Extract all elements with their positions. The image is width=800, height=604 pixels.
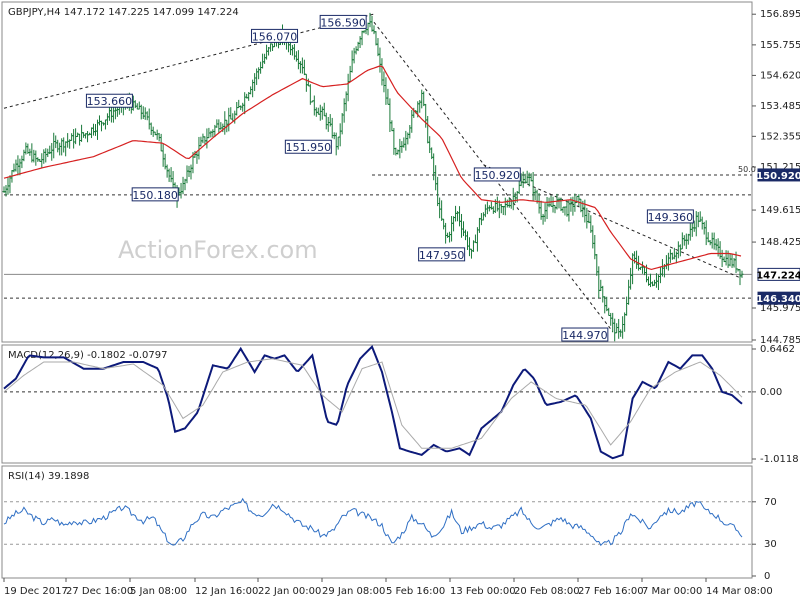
- annotation-box: [85, 93, 133, 108]
- macd-line: [3, 345, 743, 460]
- time-tick-label: 20 Feb 08:00: [514, 586, 580, 597]
- annotation-label: 153.660: [87, 95, 133, 108]
- price-tick-label: 151.215: [760, 162, 800, 173]
- time-tick-label: 14 Mar 08:00: [706, 586, 773, 597]
- price-annotation: 150.920: [473, 167, 521, 182]
- time-tick-label: 5 Jan 08:00: [130, 586, 187, 597]
- price-tick-label: 148.425: [760, 237, 800, 248]
- time-tick-label: 22 Jan 00:00: [258, 586, 321, 597]
- price-level-label: 150.920: [756, 168, 800, 182]
- rsi-lines: [3, 497, 752, 547]
- annotation-box: [131, 187, 179, 202]
- level-text: 146.340: [756, 294, 800, 305]
- price-tick-label: 156.895: [760, 9, 800, 20]
- price-panel-frame: [1, 1, 753, 343]
- price-level-label: 147.224: [756, 267, 800, 281]
- time-tick-label: 7 Mar 00:00: [642, 586, 702, 597]
- level-box: [757, 168, 800, 182]
- price-hlines: [4, 174, 752, 299]
- price-annotation: 156.590: [319, 14, 367, 29]
- price-tick-label: 152.355: [760, 131, 800, 142]
- rsi-line: [3, 497, 743, 547]
- annotation-box: [251, 28, 299, 43]
- time-tick-label: 5 Feb 16:00: [386, 586, 445, 597]
- price-tick-label: 155.755: [760, 40, 800, 51]
- level-text: 147.224: [756, 270, 800, 281]
- fib-level-label: 50.0: [738, 165, 756, 174]
- price-annotation: 144.970: [561, 327, 609, 342]
- macd-panel: MACD(12,26,9) -0.1802 -0.0797 0.6462 0.00…: [1, 344, 799, 465]
- time-tick-label: 27 Feb 16:00: [578, 586, 644, 597]
- price-tick-label: 154.620: [760, 70, 800, 81]
- price-annotation: 149.360: [646, 209, 694, 224]
- price-tick-label: 145.975: [760, 303, 800, 314]
- trendline-0: [3, 13, 375, 109]
- price-annotation: 156.070: [251, 28, 299, 43]
- ohlc-bar: [740, 270, 744, 278]
- time-tick-label: 12 Jan 16:00: [195, 586, 258, 597]
- moving-average: [3, 65, 742, 271]
- annotation-label: 147.950: [419, 249, 465, 262]
- level-text: 150.920: [756, 171, 800, 182]
- rsi-panel-title: RSI(14) 39.1898: [8, 471, 89, 482]
- price-annotations: 153.660 150.180 156.070 156.590 151.950 150.9…: [85, 14, 756, 342]
- rsi-tick-label: 70: [764, 497, 777, 508]
- annotation-label: 150.920: [475, 169, 521, 182]
- time-tick-label: 27 Dec 16:00: [66, 586, 133, 597]
- annotation-label: 144.970: [562, 329, 608, 342]
- price-panel: GBPJPY,H4 147.172 147.225 147.099 147.22…: [1, 1, 800, 346]
- price-level-label: 146.340: [756, 291, 800, 305]
- annotation-box: [646, 209, 694, 224]
- price-panel-title: GBPJPY,H4 147.172 147.225 147.099 147.22…: [8, 7, 239, 18]
- price-tick-label: 144.785: [760, 335, 800, 346]
- rsi-tick-label: 0: [764, 571, 770, 582]
- watermark: ActionForex.com: [118, 236, 318, 264]
- annotation-label: 151.950: [286, 141, 332, 154]
- annotation-box: [418, 247, 466, 262]
- annotation-label: 156.070: [252, 30, 298, 43]
- annotation-box: [319, 14, 367, 29]
- level-box: [757, 291, 800, 305]
- rsi-axis: 70 30 0: [752, 497, 777, 582]
- time-tick-label: 13 Feb 00:00: [450, 586, 516, 597]
- macd-panel-frame: [1, 344, 753, 464]
- macd-lines: [3, 345, 752, 460]
- macd-tick-label: 0.6462: [760, 344, 795, 355]
- rsi-panel: RSI(14) 39.1898 70 30 0: [1, 465, 777, 582]
- price-annotation: 150.180: [131, 187, 179, 202]
- level-box: [757, 267, 800, 281]
- macd-panel-title: MACD(12,26,9) -0.1802 -0.0797: [8, 350, 168, 361]
- annotation-label: 156.590: [320, 16, 366, 29]
- trendlines: [3, 13, 741, 332]
- price-annotation: 153.660: [85, 93, 133, 108]
- price-annotation: 151.950: [284, 139, 332, 154]
- annotation-box: [473, 167, 521, 182]
- time-tick-label: 19 Dec 2017: [4, 586, 68, 597]
- rsi-tick-label: 30: [764, 539, 777, 550]
- price-axis: 156.895 155.755 154.620 153.485 152.355 151.2…: [752, 9, 800, 346]
- price-tick-label: 149.615: [760, 205, 800, 216]
- macd-axis: 0.6462 0.00 -1.0118: [752, 344, 799, 465]
- annotation-box: [561, 327, 609, 342]
- annotation-box: [284, 139, 332, 154]
- signal-line: [3, 358, 743, 449]
- ma-line: [3, 65, 742, 271]
- trendline-2: [483, 164, 741, 279]
- time-tick-label: 29 Jan 08:00: [322, 586, 385, 597]
- annotation-label: 150.180: [132, 189, 178, 202]
- price-tick-label: 153.485: [760, 101, 800, 112]
- macd-tick-label: 0.00: [760, 387, 782, 398]
- trendline-1: [373, 21, 614, 332]
- macd-tick-label: -1.0118: [760, 454, 799, 465]
- annotation-label: 149.360: [648, 211, 694, 224]
- price-annotation: 147.950: [418, 247, 466, 262]
